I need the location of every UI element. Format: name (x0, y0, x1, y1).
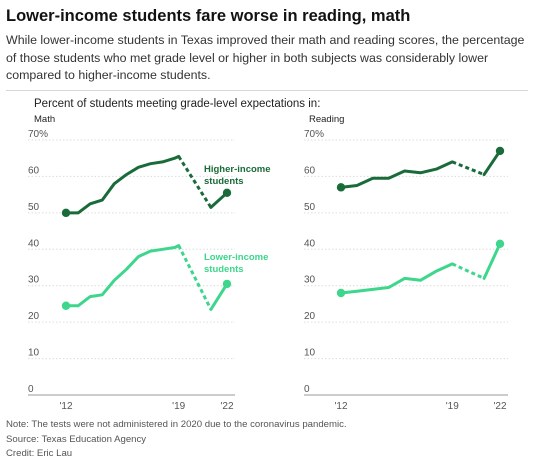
series-gap-lower-income-students (451, 262, 485, 280)
series-line-lower-income-students (64, 244, 181, 308)
data-point (336, 288, 346, 298)
series-line-higher-income-students (482, 149, 502, 177)
y-tick-label: 40 (28, 238, 40, 249)
chart-footer: Note: The tests were not administered in… (6, 418, 528, 462)
footer-note: Note: The tests were not administered in… (6, 419, 347, 430)
footer-source: Source: Texas Education Agency (6, 433, 147, 445)
y-tick-label: 50 (304, 202, 316, 213)
y-tick-label: 10 (28, 348, 40, 359)
y-tick-label: 10 (304, 348, 316, 359)
data-point (336, 183, 346, 192)
x-tick-label: '22 (493, 401, 506, 412)
divider (6, 90, 528, 91)
x-tick-label: '22 (220, 401, 233, 412)
series-line-lower-income-students (339, 262, 454, 295)
y-tick-label: 30 (304, 275, 316, 286)
y-tick-label: 30 (28, 275, 40, 286)
data-point (495, 239, 505, 249)
panel-math: Math 0 10 20 30 40 50 60 70% '12 '19 '22 Higher-inco… (28, 114, 271, 412)
series-line-lower-income-students (209, 282, 229, 311)
panel-label-math: Math (34, 114, 55, 125)
series-label-higher-income-students: Higher-income students (204, 164, 271, 187)
chart-subtitle: While lower-income students in Texas imp… (6, 33, 525, 82)
chart-area: Math 0 10 20 30 40 50 60 70% '12 '19 '22 Higher-inco… (28, 114, 508, 412)
panel-label-reading: Reading (309, 114, 344, 125)
y-tick-label: 70% (304, 129, 324, 140)
series-gap-higher-income-students (177, 155, 213, 209)
y-tick-label: 20 (28, 311, 40, 322)
series-line-higher-income-students (339, 160, 454, 189)
x-tick-label: '12 (59, 401, 72, 412)
chart-heading: Percent of students meeting grade-level … (34, 98, 321, 110)
y-tick-label: 70% (28, 129, 48, 140)
data-point (495, 146, 505, 156)
series-gap-lower-income-students (177, 244, 213, 311)
y-tick-label: 50 (28, 202, 40, 213)
y-tick-label: 0 (28, 384, 34, 395)
data-point (61, 301, 71, 310)
y-tick-label: 40 (304, 238, 316, 249)
y-tick-label: 0 (304, 384, 310, 395)
x-tick-label: '19 (172, 401, 185, 412)
data-point (222, 188, 232, 198)
series-line-lower-income-students (482, 242, 502, 280)
chart-title: Lower-income students fare worse in read… (6, 7, 411, 25)
series-line-higher-income-students (64, 154, 181, 215)
data-point (61, 208, 71, 218)
data-point (222, 279, 232, 289)
panel-reading: Reading 0 10 20 30 40 50 60 70% '12 '19 '22 (304, 114, 508, 412)
x-tick-label: '19 (446, 401, 459, 412)
series-gap-higher-income-students (451, 160, 485, 176)
y-tick-label: 60 (304, 165, 316, 176)
x-tick-label: '12 (334, 401, 347, 412)
y-tick-label: 60 (28, 165, 40, 176)
footer-credit: Credit: Eric Lau (6, 448, 73, 459)
y-tick-label: 20 (304, 311, 316, 322)
series-label-lower-income-students: Lower-income students (204, 252, 268, 275)
